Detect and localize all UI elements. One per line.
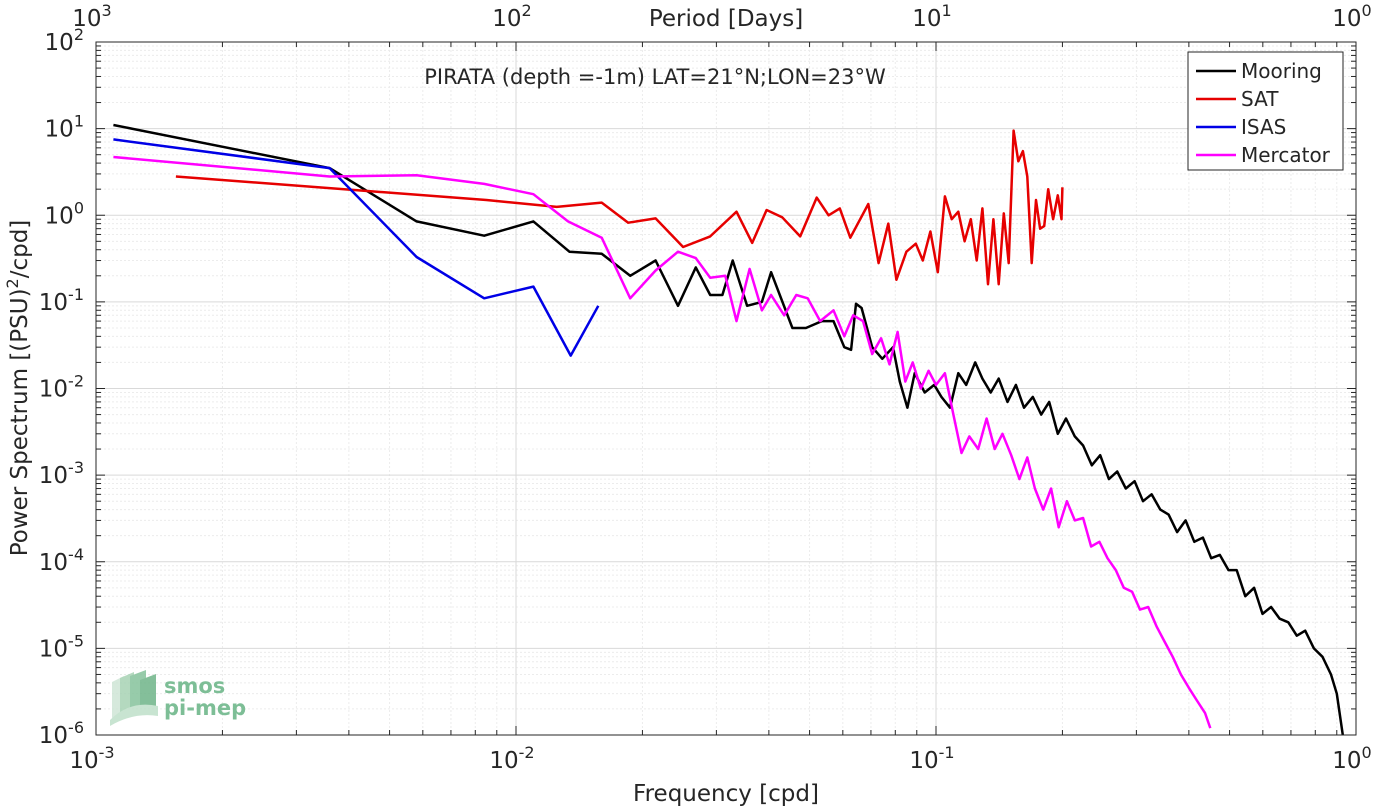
- y-tick-label: 10-5: [39, 631, 84, 662]
- x-tick-label: 100: [1332, 743, 1371, 774]
- y-axis-label: Power Spectrum [(PSU)2/cpd]: [3, 220, 33, 557]
- top-axis-label: Period [Days]: [649, 6, 803, 32]
- y-tick-label: 10-4: [39, 545, 84, 576]
- series-line-mooring: [113, 123, 1345, 735]
- legend-label-sat: SAT: [1241, 87, 1279, 111]
- series-line-isas: [113, 138, 600, 357]
- y-tick-label: 101: [45, 112, 84, 143]
- y-tick-label: 10-2: [39, 372, 84, 403]
- series-line-sat: [175, 129, 1064, 286]
- top-x-tick-labels: 103 102 101 100: [72, 1, 1371, 32]
- x-tick-label: 10-2: [489, 743, 534, 774]
- legend: Mooring SAT ISAS Mercator: [1187, 51, 1344, 171]
- y-tick-label: 102: [45, 25, 84, 56]
- y-tick-label: 10-1: [39, 285, 84, 316]
- logo-graphic: [110, 670, 158, 726]
- logo-text-smos: smos: [164, 674, 225, 698]
- logo-text-pi-mep: pi-mep: [164, 696, 246, 720]
- series-line-mercator: [113, 155, 1212, 729]
- top-tick-label: 103: [72, 1, 111, 32]
- bottom-x-tick-labels: 10-3 10-2 10-1 100: [69, 743, 1371, 774]
- y-tick-label: 10-6: [39, 718, 84, 749]
- smos-pi-mep-logo: smos pi-mep: [110, 670, 246, 726]
- chart-title: PIRATA (depth =-1m) LAT=21°N;LON=23°W: [424, 65, 886, 89]
- legend-label-mooring: Mooring: [1241, 59, 1322, 83]
- top-tick-label: 100: [1332, 1, 1371, 32]
- x-tick-label: 10-1: [909, 743, 954, 774]
- legend-label-isas: ISAS: [1241, 115, 1286, 139]
- series-layer: [113, 123, 1345, 735]
- x-tick-label: 10-3: [69, 743, 114, 774]
- y-tick-labels: 10-6 10-5 10-4 10-3 10-2 10-1 100 101 102: [39, 25, 84, 749]
- y-tick-label: 100: [45, 198, 84, 229]
- x-axis-label: Frequency [cpd]: [633, 781, 819, 807]
- top-tick-label: 101: [912, 1, 951, 32]
- axis-ticks: [95, 41, 1357, 736]
- legend-label-mercator: Mercator: [1241, 143, 1331, 167]
- y-tick-label: 10-3: [39, 458, 84, 489]
- top-tick-label: 102: [492, 1, 531, 32]
